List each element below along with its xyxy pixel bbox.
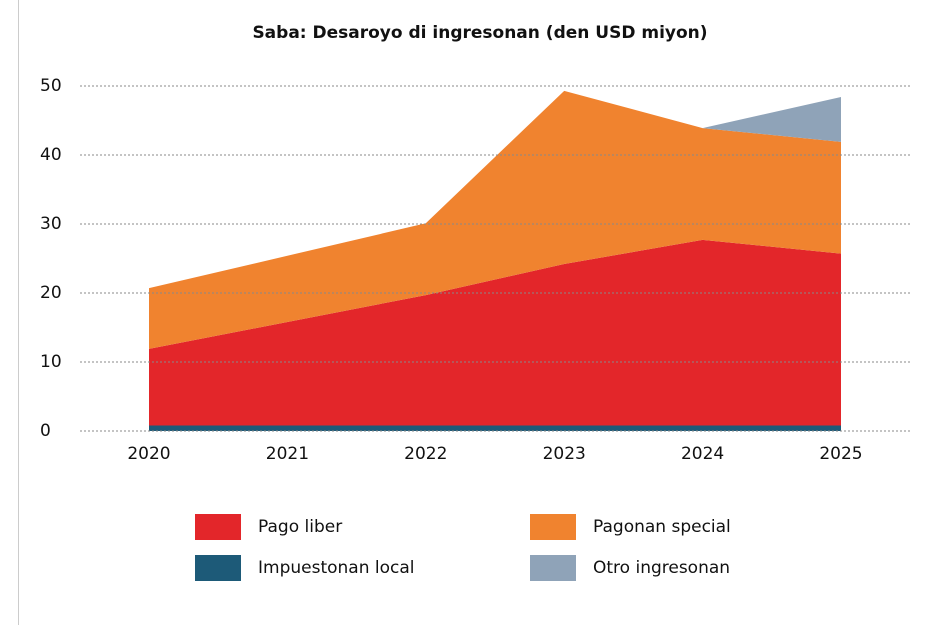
x-tick-label: 2025 (819, 444, 862, 464)
legend-swatch (530, 514, 576, 540)
area (149, 239, 841, 426)
x-tick-label: 2021 (266, 444, 309, 464)
legend-label: Impuestonan local (258, 558, 415, 578)
legend-label: Pagonan special (593, 517, 731, 537)
chart-title: Saba: Desaroyo di ingresonan (den USD mi… (252, 23, 707, 43)
y-tick-label: 50 (40, 76, 62, 96)
area (149, 425, 841, 431)
legend-label: Pago liber (258, 517, 342, 537)
y-tick-label: 40 (40, 145, 62, 165)
legend-swatch (195, 555, 241, 581)
y-tick-label: 10 (40, 352, 62, 372)
y-tick-label: 0 (40, 421, 51, 441)
legend-label: Otro ingresonan (593, 558, 730, 578)
x-tick-label: 2023 (543, 444, 586, 464)
legend-swatch (195, 514, 241, 540)
y-tick-label: 30 (40, 214, 62, 234)
x-tick-label: 2022 (404, 444, 447, 464)
x-tick-label: 2020 (127, 444, 170, 464)
x-tick-label: 2024 (681, 444, 724, 464)
legend-swatch (530, 555, 576, 581)
y-tick-label: 20 (40, 283, 62, 303)
